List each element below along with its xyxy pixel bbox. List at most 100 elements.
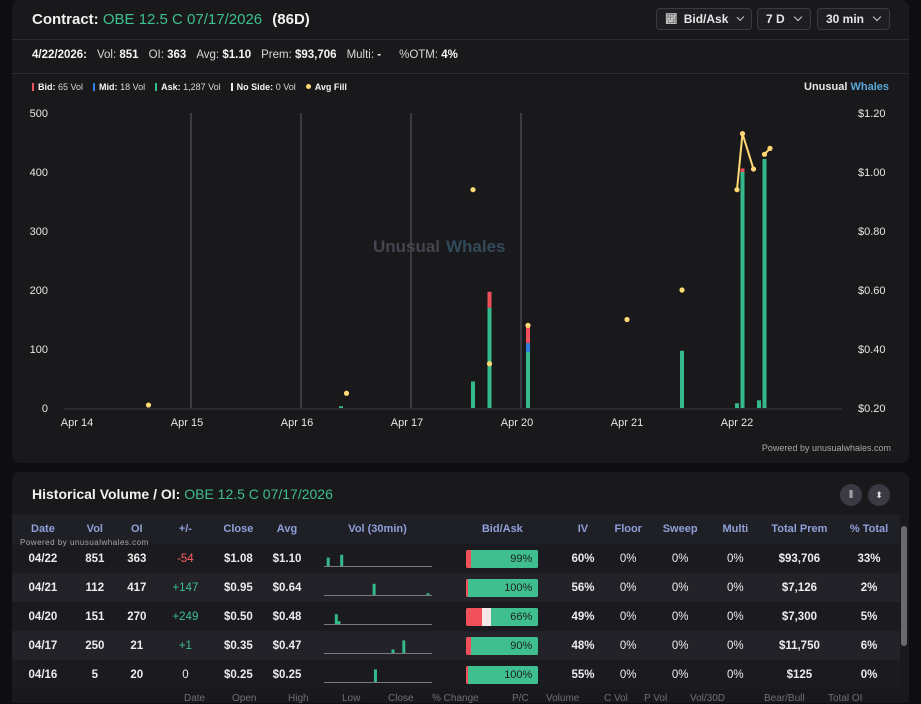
history-row[interactable]: 04/21 112 417 +147 $0.95 $0.64 100% 56% 0% 0% 0% $7… — [12, 573, 900, 602]
col-date[interactable]: Date — [31, 523, 55, 535]
row-close: $0.95 — [224, 581, 253, 594]
spark-bar — [401, 639, 405, 653]
row-date: 04/22 — [28, 552, 58, 565]
col-vol-30min[interactable]: Vol (30min) — [348, 523, 407, 535]
avg-fill-line — [741, 133, 755, 170]
table-scrollbar[interactable] — [901, 526, 907, 646]
volume-bar-mid[interactable] — [526, 343, 530, 352]
col-floor[interactable]: Floor — [614, 523, 642, 535]
avg-fill-point[interactable] — [750, 166, 757, 172]
row-avg: $0.48 — [272, 610, 302, 623]
col-total-prem[interactable]: Total Prem — [771, 523, 828, 535]
interval-dropdown[interactable]: 30 min — [817, 8, 890, 30]
bid-portion — [466, 578, 469, 597]
col-multi[interactable]: Multi — [722, 523, 749, 535]
avg-fill-point[interactable] — [761, 151, 768, 157]
vol-sparkline — [323, 554, 432, 567]
avg-fill-point[interactable] — [679, 287, 685, 293]
interval-label: 30 min — [826, 12, 865, 26]
range-dropdown[interactable]: 7 D — [757, 8, 811, 30]
col-pct-total[interactable]: % Total — [849, 523, 889, 535]
avg-fill-point[interactable] — [767, 145, 773, 151]
history-row[interactable]: 04/17 250 21 +1 $0.35 $0.47 90% 48% 0% 0% 0% $11,75… — [12, 631, 900, 660]
history-table: Date Vol OI +/- Close Avg Vol (30min) Bi… — [12, 514, 900, 689]
avg-fill-line — [736, 133, 744, 190]
peek-col: Total OI — [828, 693, 863, 704]
col-sweep[interactable]: Sweep — [662, 523, 698, 535]
volume-bar-ask[interactable] — [339, 406, 343, 408]
history-row[interactable]: 04/22 851 363 -54 $1.08 $1.10 99% 60% 0% 0% 0% $93,… — [12, 544, 900, 573]
legend-mid[interactable]: Mid: 18 Vol — [93, 82, 145, 92]
avg-fill-point[interactable] — [624, 316, 630, 323]
side-mode-dropdown[interactable]: 📈︎ Bid/Ask — [656, 8, 752, 30]
spark-bar — [391, 649, 395, 653]
powered-by[interactable]: Powered by unusualwhales.com — [761, 443, 891, 453]
chart-legend[interactable]: Bid: 65 Vol Mid: 18 Vol Ask: 1,287 Vol N… — [32, 82, 347, 92]
row-floor: 0% — [619, 581, 637, 594]
row-close: $0.35 — [224, 639, 253, 652]
col-iv[interactable]: IV — [577, 523, 589, 535]
bid-ask-label: 100% — [504, 668, 533, 681]
volume-bar-ask[interactable] — [680, 350, 684, 408]
avg-fill-point[interactable] — [734, 187, 740, 193]
watermark-unusual: Unusual — [373, 237, 440, 256]
bid-portion — [466, 665, 469, 684]
history-row[interactable]: 04/16 5 20 0 $0.25 $0.25 100% 55% 0% 0% 0% $125 0% — [12, 660, 900, 689]
row-avg: $0.25 — [272, 668, 302, 681]
col-oi[interactable]: OI — [130, 523, 143, 535]
col-avg[interactable]: Avg — [276, 523, 298, 535]
peek-col: Bear/Bull — [764, 693, 805, 704]
row-avg: $0.64 — [272, 581, 302, 594]
volume-bar-bid[interactable] — [487, 291, 492, 308]
legend-avg-fill[interactable]: Avg Fill — [305, 82, 347, 92]
row-total-prem: $7,126 — [781, 581, 817, 594]
volume-bar-ask[interactable] — [762, 159, 767, 408]
row-pct-total: 0% — [860, 668, 878, 681]
ask-portion — [471, 549, 539, 568]
row-vol: 5 — [91, 668, 99, 681]
col-change[interactable]: +/- — [178, 523, 192, 535]
row-iv: 60% — [571, 552, 595, 565]
volume-bar-bid[interactable] — [526, 325, 530, 344]
row-pct-total: 33% — [857, 552, 881, 565]
row-multi: 0% — [727, 610, 744, 623]
legend-ask[interactable]: Ask: 1,287 Vol — [155, 82, 221, 92]
expand-collapse-icon[interactable]: ⬍ — [868, 484, 890, 506]
volume-bar-ask[interactable] — [757, 400, 761, 408]
col-bid-ask[interactable]: Bid/Ask — [481, 523, 523, 535]
col-vol[interactable]: Vol — [86, 523, 103, 535]
col-close[interactable]: Close — [223, 523, 254, 535]
row-close: $0.50 — [224, 610, 253, 623]
columns-icon[interactable]: ‖ — [840, 484, 862, 506]
volume-bar-ask[interactable] — [471, 381, 475, 408]
row-vol: 250 — [85, 639, 105, 652]
contract-header: Contract: OBE 12.5 C 07/17/2026 (86D) 📈︎… — [12, 0, 909, 40]
avg-fill-point[interactable] — [739, 131, 746, 137]
volume-bar-ask[interactable] — [487, 307, 492, 408]
legend-bid[interactable]: Bid: 65 Vol — [32, 82, 83, 92]
avg-fill-point[interactable] — [343, 390, 350, 396]
avg-fill-point[interactable] — [525, 322, 531, 328]
volume-bar-ask[interactable] — [740, 172, 745, 408]
row-bid-ask: 90% — [445, 631, 560, 660]
ask-portion — [468, 665, 539, 684]
volume-bar-ask[interactable] — [526, 351, 530, 408]
row-spark — [310, 573, 445, 602]
chart-line-icon: 📈︎ — [665, 13, 678, 25]
legend-no-side[interactable]: No Side: 0 Vol — [230, 82, 296, 92]
row-avg: $1.10 — [272, 552, 302, 565]
row-total-prem: $125 — [786, 668, 813, 681]
watermark-whales: Whales — [446, 237, 506, 256]
row-floor: 0% — [619, 668, 637, 681]
volume-bar-bid[interactable] — [740, 168, 745, 172]
avg-fill-point[interactable] — [145, 402, 152, 408]
avg-fill-point[interactable] — [470, 187, 476, 193]
y-right-tick: $0.60 — [858, 285, 886, 297]
row-vol: 112 — [85, 581, 105, 594]
peek-col: Open — [232, 693, 257, 704]
powered-by-small[interactable]: Powered by unusualwhales.com — [20, 538, 149, 547]
avg-fill-point[interactable] — [486, 361, 493, 367]
volume-bar-ask[interactable] — [735, 403, 739, 408]
history-row[interactable]: 04/20 151 270 +249 $0.50 $0.48 66% 49% 0% 0% 0% $7,… — [12, 602, 900, 631]
row-date: 04/20 — [28, 610, 58, 623]
